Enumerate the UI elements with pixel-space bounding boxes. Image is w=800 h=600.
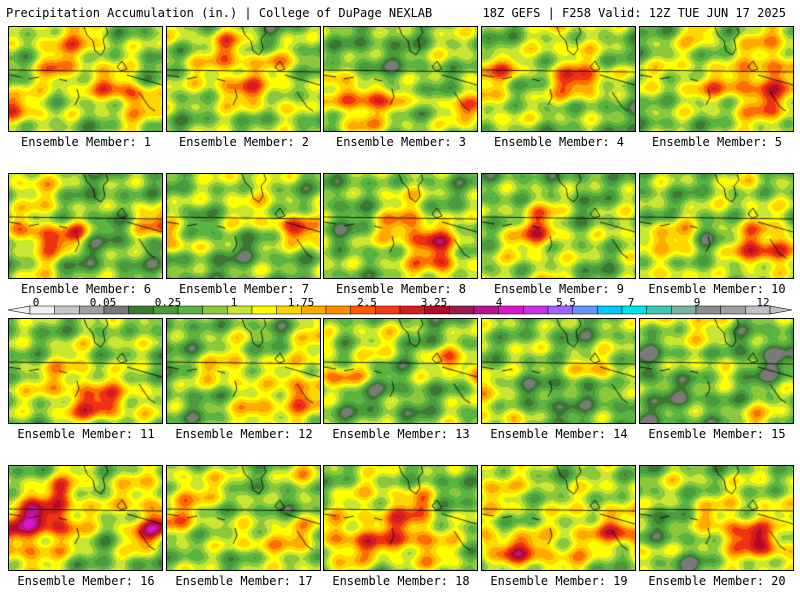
precip-map-canvas (9, 174, 162, 278)
ensemble-member-map (166, 318, 321, 424)
ensemble-member-map (481, 173, 636, 279)
precip-map-canvas (640, 466, 793, 570)
ensemble-member-map (323, 465, 478, 571)
member-caption: Ensemble Member: 5 (651, 135, 783, 149)
ensemble-member-map (323, 318, 478, 424)
precip-map-canvas (324, 319, 477, 423)
colorbar-tick-label: 0.05 (89, 296, 117, 309)
ensemble-member-map (481, 26, 636, 132)
colorbar-min-arrow (7, 305, 31, 315)
colorbar-swatch (202, 305, 228, 315)
colorbar-tick-label: 7 (627, 296, 635, 309)
colorbar-tick-label: 1.75 (287, 296, 315, 309)
ensemble-member-map (639, 173, 794, 279)
ensemble-member-map (8, 465, 163, 571)
ensemble-member-map (639, 465, 794, 571)
member-caption: Ensemble Member: 4 (493, 135, 625, 149)
member-caption: Ensemble Member: 8 (335, 282, 467, 296)
precip-map-canvas (9, 466, 162, 570)
precip-map-canvas (640, 174, 793, 278)
colorbar-swatch (251, 305, 277, 315)
colorbar-tick-label: 0.25 (154, 296, 182, 309)
ensemble-member-map (8, 26, 163, 132)
member-caption: Ensemble Member: 16 (17, 574, 155, 588)
member-caption: Ensemble Member: 3 (335, 135, 467, 149)
member-caption: Ensemble Member: 9 (493, 282, 625, 296)
precip-map-canvas (9, 27, 162, 131)
ensemble-member-map (166, 173, 321, 279)
colorbar-swatch (621, 305, 647, 315)
precip-map-canvas (167, 319, 320, 423)
member-caption: Ensemble Member: 7 (178, 282, 310, 296)
colorbar-tick-label: 4 (495, 296, 503, 309)
member-caption: Ensemble Member: 15 (648, 427, 786, 441)
run-valid-time: 18Z GEFS | F258 Valid: 12Z TUE JUN 17 20… (482, 6, 786, 20)
colorbar-swatch (597, 305, 623, 315)
colorbar-tick-label: 2.5 (357, 296, 377, 309)
colorbar-swatch (572, 305, 598, 315)
member-caption: Ensemble Member: 2 (178, 135, 310, 149)
member-caption: Ensemble Member: 6 (20, 282, 152, 296)
precip-map-canvas (167, 174, 320, 278)
colorbar-swatch (375, 305, 401, 315)
precip-colorbar (7, 305, 793, 315)
precip-map-canvas (324, 466, 477, 570)
ensemble-member-map (481, 318, 636, 424)
member-caption: Ensemble Member: 17 (175, 574, 313, 588)
product-title: Precipitation Accumulation (in.) | Colle… (6, 6, 433, 20)
ensemble-member-map (323, 173, 478, 279)
colorbar-tick-label: 0 (32, 296, 40, 309)
colorbar-tick-label: 1 (230, 296, 238, 309)
colorbar-swatch (128, 305, 154, 315)
precip-map-canvas (9, 319, 162, 423)
ensemble-member-map (8, 173, 163, 279)
precip-map-canvas (167, 466, 320, 570)
colorbar-tick-label: 3.25 (420, 296, 448, 309)
member-caption: Ensemble Member: 14 (490, 427, 628, 441)
colorbar-swatch (646, 305, 672, 315)
member-caption: Ensemble Member: 19 (490, 574, 628, 588)
colorbar-tick-label: 12 (756, 296, 770, 309)
member-caption: Ensemble Member: 18 (332, 574, 470, 588)
precip-map-canvas (482, 174, 635, 278)
colorbar-tick-label: 9 (693, 296, 701, 309)
member-caption: Ensemble Member: 13 (332, 427, 470, 441)
member-caption: Ensemble Member: 12 (175, 427, 313, 441)
ensemble-member-map (166, 465, 321, 571)
ensemble-member-map (323, 26, 478, 132)
precip-map-canvas (324, 27, 477, 131)
colorbar-swatch (523, 305, 549, 315)
ensemble-member-map (481, 465, 636, 571)
colorbar-swatch (177, 305, 203, 315)
precip-map-canvas (324, 174, 477, 278)
colorbar-swatch (671, 305, 697, 315)
member-caption: Ensemble Member: 1 (20, 135, 152, 149)
ensemble-member-map (8, 318, 163, 424)
colorbar-swatch (449, 305, 475, 315)
ensemble-member-map (639, 26, 794, 132)
member-caption: Ensemble Member: 11 (17, 427, 155, 441)
precip-map-canvas (640, 27, 793, 131)
ensemble-member-map (166, 26, 321, 132)
colorbar-swatch (54, 305, 80, 315)
colorbar-max-arrow (769, 305, 793, 315)
ensemble-member-map (639, 318, 794, 424)
precip-map-canvas (640, 319, 793, 423)
colorbar-tick-label: 5.5 (556, 296, 576, 309)
precip-map-canvas (482, 27, 635, 131)
member-caption: Ensemble Member: 20 (648, 574, 786, 588)
precip-map-canvas (167, 27, 320, 131)
member-caption: Ensemble Member: 10 (648, 282, 786, 296)
colorbar-swatch (720, 305, 746, 315)
precip-map-canvas (482, 466, 635, 570)
colorbar-swatch (325, 305, 351, 315)
precip-map-canvas (482, 319, 635, 423)
